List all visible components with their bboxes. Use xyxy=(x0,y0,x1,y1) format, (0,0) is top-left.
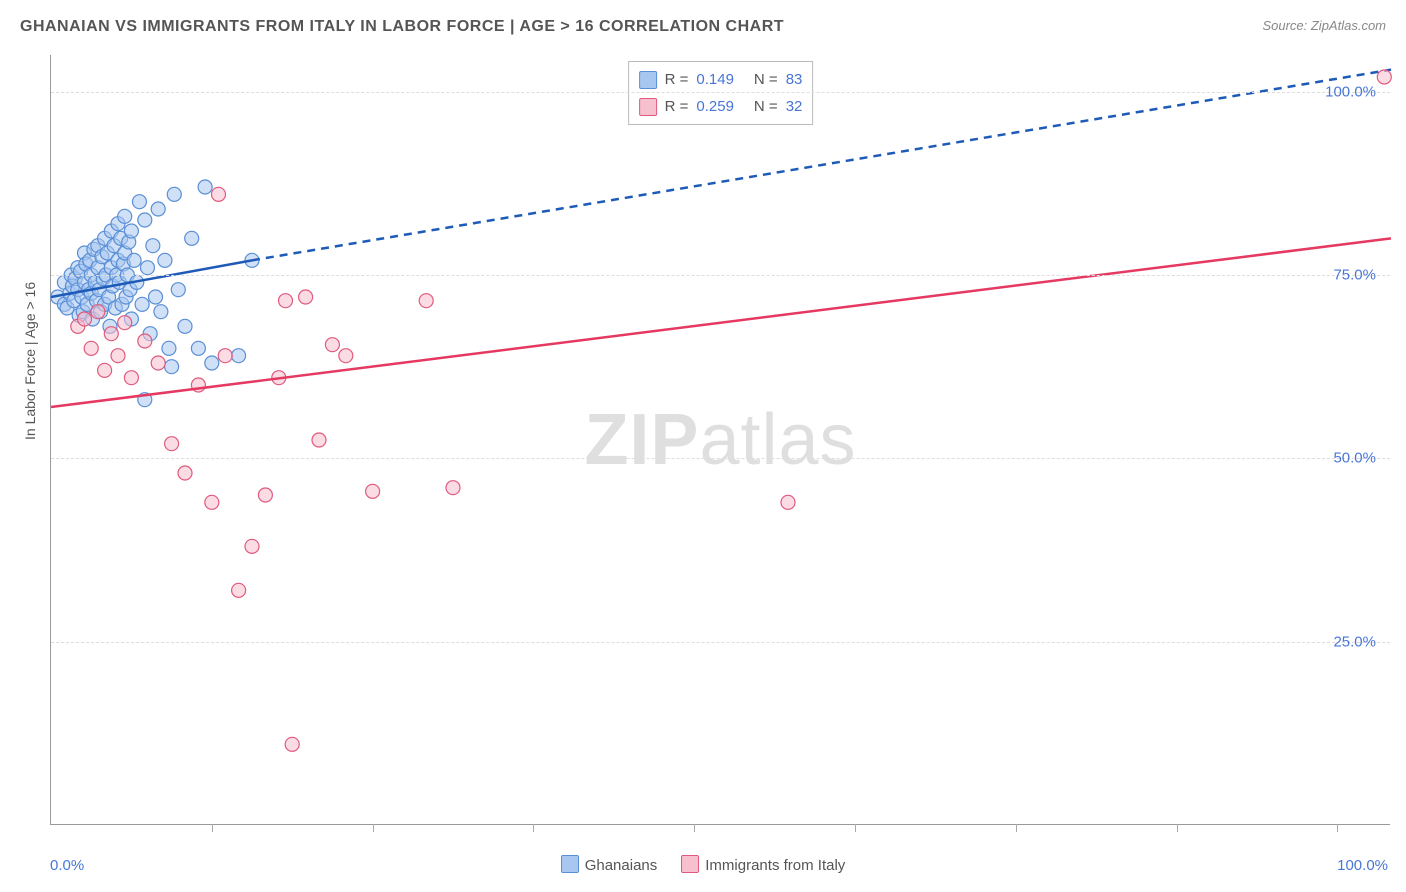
data-point-immigrants_italy xyxy=(1377,70,1391,84)
data-point-immigrants_italy xyxy=(446,481,460,495)
stat-r-label: R = xyxy=(665,66,689,93)
data-point-immigrants_italy xyxy=(312,433,326,447)
gridline xyxy=(51,458,1390,459)
data-point-ghanaians xyxy=(140,261,154,275)
data-point-ghanaians xyxy=(165,360,179,374)
data-point-immigrants_italy xyxy=(325,338,339,352)
x-tick xyxy=(533,824,534,832)
stat-row-immigrants_italy: R = 0.259 N = 32 xyxy=(639,93,803,120)
stat-r-value: 0.149 xyxy=(696,66,734,93)
plot-area: ZIPatlas R = 0.149N = 83R = 0.259N = 32 … xyxy=(50,55,1390,825)
data-point-ghanaians xyxy=(146,239,160,253)
x-tick xyxy=(855,824,856,832)
data-point-ghanaians xyxy=(198,180,212,194)
data-point-immigrants_italy xyxy=(212,187,226,201)
legend-swatch xyxy=(681,855,699,873)
trendline-ghanaians-extrapolated xyxy=(252,70,1391,261)
data-point-immigrants_italy xyxy=(178,466,192,480)
data-point-immigrants_italy xyxy=(91,305,105,319)
header-row: GHANAIAN VS IMMIGRANTS FROM ITALY IN LAB… xyxy=(20,18,1386,48)
gridline xyxy=(51,275,1390,276)
data-point-ghanaians xyxy=(232,349,246,363)
data-point-ghanaians xyxy=(185,231,199,245)
x-tick xyxy=(1337,824,1338,832)
legend-item: Immigrants from Italy xyxy=(681,857,845,874)
stat-n-value: 83 xyxy=(786,66,803,93)
x-tick xyxy=(694,824,695,832)
data-point-immigrants_italy xyxy=(218,349,232,363)
data-point-ghanaians xyxy=(132,195,146,209)
data-point-immigrants_italy xyxy=(279,294,293,308)
data-point-ghanaians xyxy=(178,319,192,333)
series-legend: Ghanaians Immigrants from Italy xyxy=(0,855,1406,874)
y-tick-label: 25.0% xyxy=(1333,633,1376,650)
x-tick xyxy=(1177,824,1178,832)
stat-n-label: N = xyxy=(754,66,778,93)
stat-r-label: R = xyxy=(665,93,689,120)
data-point-immigrants_italy xyxy=(232,583,246,597)
data-point-ghanaians xyxy=(149,290,163,304)
data-point-ghanaians xyxy=(124,224,138,238)
data-point-immigrants_italy xyxy=(111,349,125,363)
data-point-ghanaians xyxy=(127,253,141,267)
swatch-immigrants_italy xyxy=(639,98,657,116)
stat-r-value: 0.259 xyxy=(696,93,734,120)
data-point-ghanaians xyxy=(138,213,152,227)
scatter-svg xyxy=(51,55,1390,824)
legend-item: Ghanaians xyxy=(561,857,658,874)
chart-title: GHANAIAN VS IMMIGRANTS FROM ITALY IN LAB… xyxy=(20,18,784,35)
stats-legend-box: R = 0.149 N = 83 R = 0.259 N = 32 xyxy=(628,61,814,125)
data-point-immigrants_italy xyxy=(165,437,179,451)
chart-container: GHANAIAN VS IMMIGRANTS FROM ITALY IN LAB… xyxy=(0,0,1406,892)
data-point-ghanaians xyxy=(191,341,205,355)
stat-row-ghanaians: R = 0.149 N = 83 xyxy=(639,66,803,93)
data-point-immigrants_italy xyxy=(419,294,433,308)
data-point-immigrants_italy xyxy=(104,327,118,341)
data-point-ghanaians xyxy=(162,341,176,355)
data-point-ghanaians xyxy=(135,297,149,311)
data-point-immigrants_italy xyxy=(366,484,380,498)
gridline xyxy=(51,92,1390,93)
y-tick-label: 100.0% xyxy=(1325,83,1376,100)
data-point-immigrants_italy xyxy=(299,290,313,304)
legend-label: Ghanaians xyxy=(585,857,658,874)
data-point-immigrants_italy xyxy=(245,539,259,553)
y-tick-label: 75.0% xyxy=(1333,267,1376,284)
stat-n-label: N = xyxy=(754,93,778,120)
data-point-immigrants_italy xyxy=(98,363,112,377)
data-point-ghanaians xyxy=(171,283,185,297)
data-point-immigrants_italy xyxy=(781,495,795,509)
swatch-ghanaians xyxy=(639,71,657,89)
data-point-ghanaians xyxy=(154,305,168,319)
data-point-immigrants_italy xyxy=(339,349,353,363)
data-point-immigrants_italy xyxy=(151,356,165,370)
data-point-ghanaians xyxy=(158,253,172,267)
data-point-immigrants_italy xyxy=(285,737,299,751)
data-point-immigrants_italy xyxy=(78,312,92,326)
source-label: Source: ZipAtlas.com xyxy=(1262,18,1386,33)
data-point-ghanaians xyxy=(151,202,165,216)
y-axis-label: In Labor Force | Age > 16 xyxy=(22,282,38,440)
data-point-immigrants_italy xyxy=(124,371,138,385)
data-point-immigrants_italy xyxy=(118,316,132,330)
data-point-immigrants_italy xyxy=(84,341,98,355)
legend-swatch xyxy=(561,855,579,873)
data-point-ghanaians xyxy=(167,187,181,201)
data-point-ghanaians xyxy=(118,209,132,223)
data-point-immigrants_italy xyxy=(258,488,272,502)
data-point-immigrants_italy xyxy=(138,334,152,348)
y-tick-label: 50.0% xyxy=(1333,450,1376,467)
x-tick xyxy=(373,824,374,832)
x-tick xyxy=(212,824,213,832)
gridline xyxy=(51,642,1390,643)
stat-n-value: 32 xyxy=(786,93,803,120)
data-point-immigrants_italy xyxy=(205,495,219,509)
legend-label: Immigrants from Italy xyxy=(705,857,845,874)
data-point-ghanaians xyxy=(205,356,219,370)
x-tick xyxy=(1016,824,1017,832)
